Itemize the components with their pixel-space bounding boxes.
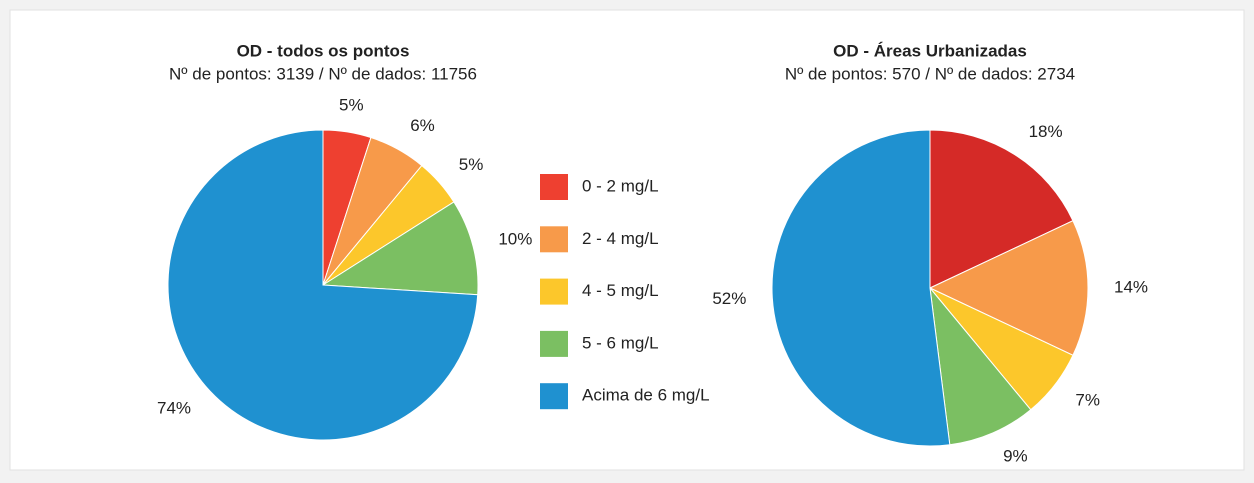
chart-subtitle: Nº de pontos: 3139 / Nº de dados: 11756 xyxy=(169,64,477,83)
data-label: 18% xyxy=(1029,122,1063,141)
data-label: 52% xyxy=(712,289,746,308)
legend-swatch xyxy=(540,278,568,305)
legend-label: Acima de 6 mg/L xyxy=(582,386,710,405)
data-label: 6% xyxy=(410,116,435,135)
chart-subtitle: Nº de pontos: 570 / Nº de dados: 2734 xyxy=(785,64,1075,83)
data-label: 14% xyxy=(1114,277,1148,296)
legend-label: 4 - 5 mg/L xyxy=(582,281,659,300)
legend-swatch xyxy=(540,383,568,410)
data-label: 74% xyxy=(157,398,191,417)
legend-label: 0 - 2 mg/L xyxy=(582,176,659,195)
pie-slice xyxy=(771,129,951,447)
chart-title: OD - todos os pontos xyxy=(237,41,410,60)
pie-slice xyxy=(928,220,1089,356)
pie-slice xyxy=(929,286,1032,446)
data-label: 10% xyxy=(498,229,532,248)
chart-title: OD - Áreas Urbanizadas xyxy=(833,41,1027,60)
pie-slice xyxy=(167,129,479,441)
legend-swatch xyxy=(540,226,568,253)
data-label: 5% xyxy=(339,96,364,115)
legend-label: 5 - 6 mg/L xyxy=(582,333,659,352)
data-label: 7% xyxy=(1075,390,1100,409)
legend-swatch xyxy=(540,174,568,200)
legend-swatch xyxy=(540,330,568,357)
legend-label: 2 - 4 mg/L xyxy=(582,229,659,248)
pie-slice xyxy=(929,129,1074,289)
pie-slice xyxy=(321,201,479,296)
data-label: 9% xyxy=(1003,446,1028,465)
data-label: 5% xyxy=(459,155,484,174)
